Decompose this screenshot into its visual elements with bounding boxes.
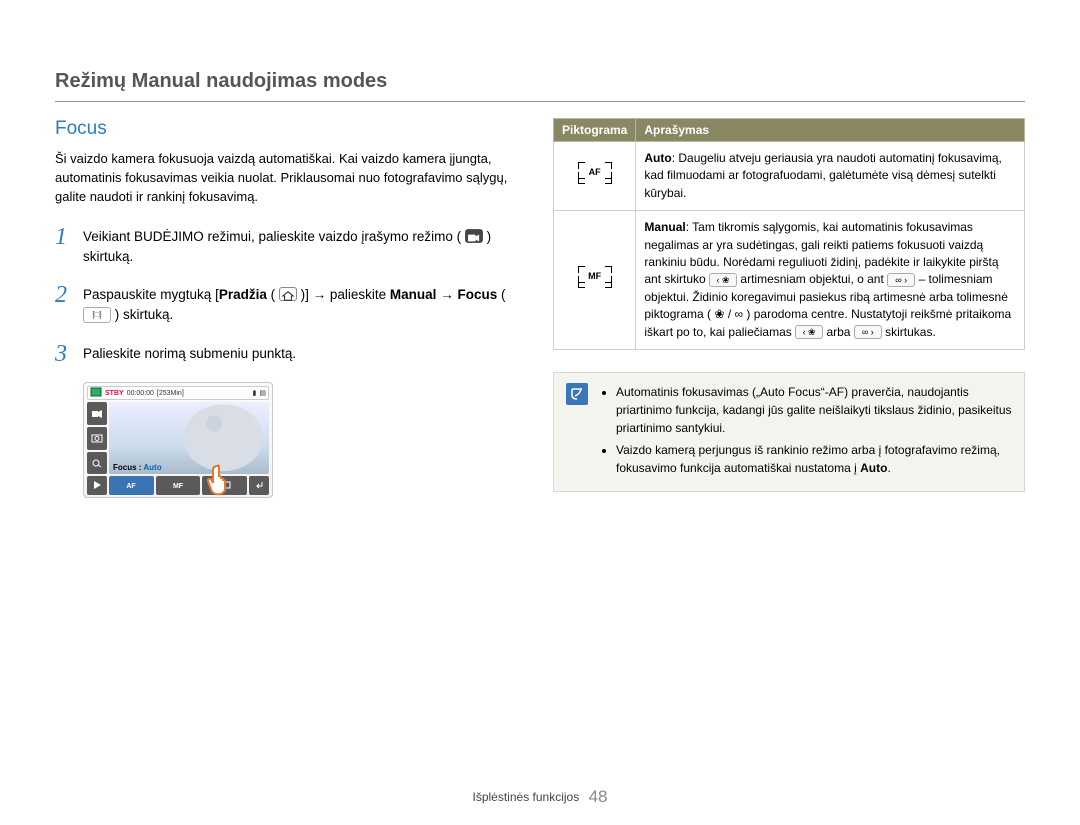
right-column: Piktograma Aprašymas AF Auto: Daugeliu a… <box>553 118 1025 498</box>
footer-label: Išplėstinės funkcijos <box>473 790 580 804</box>
mf-icon: MF <box>578 266 612 288</box>
note-list: Automatinis fokusavimas („Auto Focus“-AF… <box>600 383 1012 481</box>
svg-text:AF: AF <box>127 483 137 490</box>
home-icon <box>279 287 297 301</box>
step-number: 1 <box>55 225 73 249</box>
table-header-row: Piktograma Aprašymas <box>554 119 1025 142</box>
step-number: 2 <box>55 283 73 307</box>
far-button: ∞ › <box>887 273 915 287</box>
af-icon-cell: AF <box>554 142 636 211</box>
table-row: AF Auto: Daugeliu atveju geriausia yra n… <box>554 142 1025 211</box>
note-item: Vaizdo kamerą perjungus iš rankinio reži… <box>616 441 1012 477</box>
video-icon <box>87 402 107 425</box>
page-number: 48 <box>589 787 608 806</box>
stby-label: STBY <box>105 390 124 397</box>
step-text: Palieskite norimą submeniu punktą. <box>83 342 296 364</box>
header-desc: Aprašymas <box>636 119 1025 142</box>
camera-bottom-row: AF MF <box>87 476 269 495</box>
step-3: 3 Palieskite norimą submeniu punktą. <box>55 342 525 366</box>
step-1: 1 Veikiant BUDĖJIMO režimui, palieskite … <box>55 225 525 268</box>
note-box: Automatinis fokusavimas („Auto Focus“-AF… <box>553 372 1025 492</box>
mf-icon-cell: MF <box>554 211 636 350</box>
focus-status-label: Focus : Auto <box>113 463 162 472</box>
intro-paragraph: Ši vaizdo kamera fokusuoja vaizdą automa… <box>55 150 525 207</box>
step-text: Paspauskite mygtuką [Pradžia ( )] → pali… <box>83 283 525 326</box>
page-title: Režimų Manual naudojimas modes <box>55 70 1025 102</box>
step-2: 2 Paspauskite mygtuką [Pradžia ( )] → pa… <box>55 283 525 326</box>
card-icon: ▤ <box>259 389 266 397</box>
far-symbol: ∞ <box>734 307 743 321</box>
step-number: 3 <box>55 342 73 366</box>
af-icon: AF <box>578 162 612 184</box>
table-row: MF Manual: Tam tikromis sąlygomis, kai a… <box>554 211 1025 350</box>
near-button: ‹ ❀ <box>795 325 823 339</box>
far-button: ∞ › <box>854 325 882 339</box>
near-symbol: ❀ <box>714 307 724 321</box>
mf-desc: Manual: Tam tikromis sąlygomis, kai auto… <box>636 211 1025 350</box>
battery-icon: ▮ <box>253 389 257 397</box>
photo-icon <box>87 427 107 450</box>
camera-screen-thumbnail: STBY 00:00:00 [253Min] ▮ ▤ <box>83 382 273 498</box>
return-icon[interactable] <box>249 476 269 495</box>
mf-tab[interactable]: MF <box>156 476 201 495</box>
mode-icon <box>90 387 102 399</box>
note-item: Automatinis fokusavimas („Auto Focus“-AF… <box>616 383 1012 437</box>
time-label: 00:00:00 <box>127 390 154 397</box>
left-column: Focus Ši vaizdo kamera fokusuoja vaizdą … <box>55 118 525 498</box>
camera-preview: Focus : Auto <box>109 402 269 474</box>
step-text: Veikiant BUDĖJIMO režimui, palieskite va… <box>83 225 525 268</box>
near-button: ‹ ❀ <box>709 273 737 287</box>
af-tab[interactable]: AF <box>109 476 154 495</box>
header-icon: Piktograma <box>554 119 636 142</box>
steps-list: 1 Veikiant BUDĖJIMO režimui, palieskite … <box>55 225 525 366</box>
section-heading: Focus <box>55 118 525 140</box>
play-icon <box>87 476 107 495</box>
focus-icon: [□] <box>83 307 111 323</box>
touch-hand-icon <box>199 461 239 501</box>
description-table: Piktograma Aprašymas AF Auto: Daugeliu a… <box>553 118 1025 350</box>
note-icon <box>566 383 588 405</box>
zoom-icon <box>87 452 107 475</box>
af-desc: Auto: Daugeliu atveju geriausia yra naud… <box>636 142 1025 211</box>
video-mode-icon <box>465 229 483 243</box>
remain-label: [253Min] <box>157 390 184 397</box>
page-footer: Išplėstinės funkcijos 48 <box>0 787 1080 807</box>
side-icon-strip <box>87 402 107 474</box>
svg-text:MF: MF <box>173 483 184 490</box>
camera-top-bar: STBY 00:00:00 [253Min] ▮ ▤ <box>87 386 269 401</box>
